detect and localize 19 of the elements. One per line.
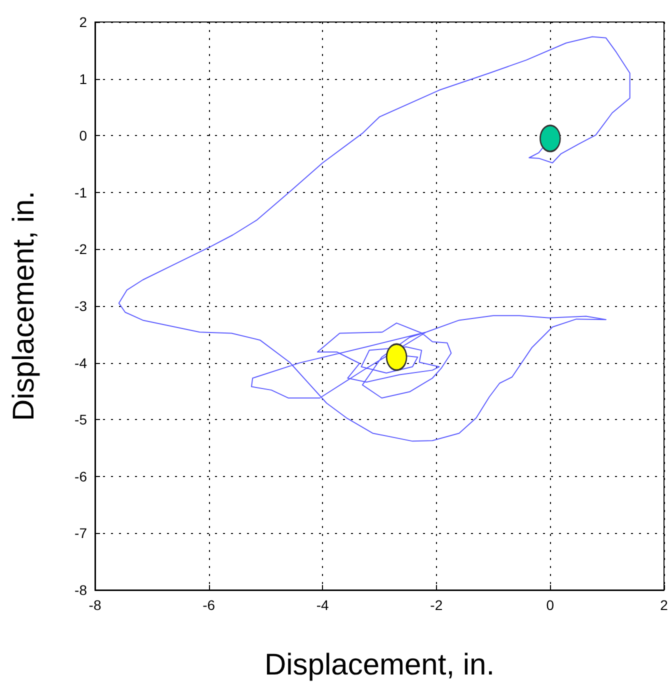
y-tick-label: -1 bbox=[74, 184, 88, 200]
y-tick-label: -8 bbox=[74, 582, 88, 598]
x-tick-label: 2 bbox=[660, 597, 668, 613]
y-tick-label: 0 bbox=[79, 128, 88, 144]
x-tick-label: 0 bbox=[546, 597, 554, 613]
x-tick-label: -6 bbox=[202, 597, 216, 613]
x-tick-label: -2 bbox=[430, 597, 443, 613]
y-tick-label: -4 bbox=[74, 354, 88, 371]
y-tick-label: -3 bbox=[74, 298, 88, 314]
y-axis-title: Displacement, in. bbox=[8, 190, 40, 422]
y-tick-label: 2 bbox=[79, 14, 88, 30]
y-tick-label: 1 bbox=[79, 70, 88, 87]
line-series bbox=[118, 36, 630, 442]
y-tick-label: -5 bbox=[74, 412, 88, 428]
y-tick-label: -7 bbox=[74, 525, 88, 542]
x-tick-label: -4 bbox=[316, 597, 330, 613]
x-axis-title: Displacement, in. bbox=[264, 648, 495, 682]
y-tick-label: -2 bbox=[74, 241, 88, 258]
y-tick-label: -6 bbox=[74, 468, 88, 484]
